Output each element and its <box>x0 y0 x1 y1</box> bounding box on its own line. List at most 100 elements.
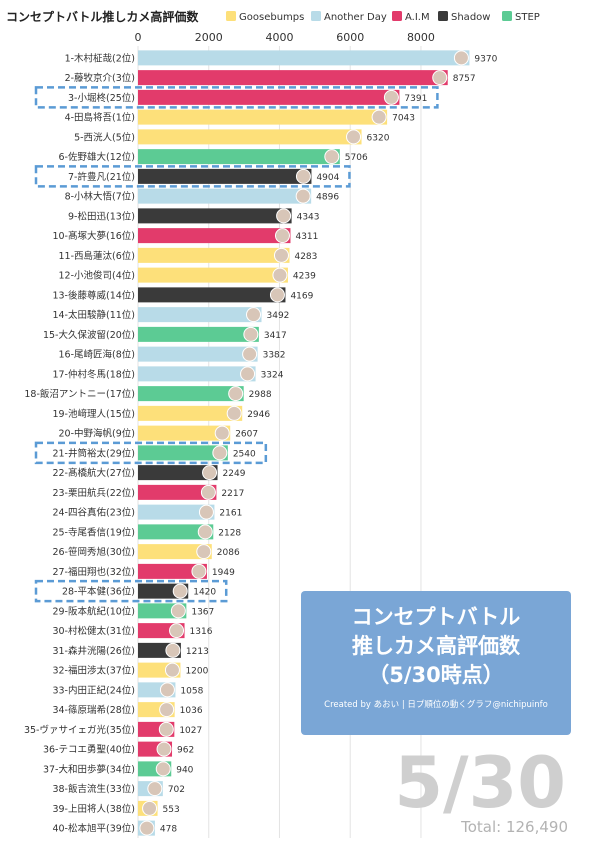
value-label: 3492 <box>267 311 290 321</box>
value-label: 8757 <box>453 74 476 84</box>
category-label: 39-上田将人(38位) <box>52 803 135 815</box>
category-label: 31-森井洸陽(26位) <box>52 645 135 657</box>
bar <box>138 247 290 263</box>
value-label: 1036 <box>180 706 203 716</box>
bar <box>138 89 400 105</box>
bar <box>138 563 207 579</box>
category-label: 16-尾崎匠海(8位) <box>59 349 135 361</box>
category-label: 8-小林大悟(7位) <box>65 191 135 203</box>
value-label: 2946 <box>247 410 270 420</box>
value-label: 4343 <box>297 212 320 222</box>
category-label: 6-佐野雄大(12位) <box>59 151 135 163</box>
value-label: 1420 <box>193 588 216 598</box>
avatar-icon <box>240 366 256 382</box>
category-label: 11-西島蓮汰(6位) <box>59 250 135 262</box>
category-label: 23-栗田航兵(22位) <box>52 487 135 499</box>
legend-swatch <box>392 11 402 21</box>
value-label: 1200 <box>185 667 208 677</box>
x-tick-label: 2000 <box>195 31 223 44</box>
info-box-line1: コンセプトバトル <box>351 605 521 629</box>
category-label: 26-笹岡秀旭(30位) <box>52 546 135 558</box>
category-label: 38-飯吉流生(33位) <box>52 783 135 795</box>
avatar-icon <box>139 820 155 836</box>
category-label: 3-小堀柊(25位) <box>68 92 135 104</box>
avatar-icon <box>155 761 171 777</box>
highlight-box <box>34 441 268 465</box>
value-label: 1316 <box>190 627 213 637</box>
category-label: 36-テコエ勇聖(40位) <box>43 744 135 756</box>
avatar-icon <box>196 544 212 560</box>
value-label: 3324 <box>261 370 284 380</box>
x-tick-label: 6000 <box>336 31 364 44</box>
bar <box>138 405 243 421</box>
highlight-box <box>34 86 439 109</box>
category-label: 17-仲村冬馬(18位) <box>52 368 135 380</box>
category-label: 40-松本旭平(39位) <box>52 823 135 835</box>
bar <box>138 129 362 145</box>
category-label: 32-福田渉太(37位) <box>52 665 135 677</box>
chart-title: コンセプトバトル推しカメ高評価数 <box>6 9 199 24</box>
avatar-icon <box>269 287 285 303</box>
category-label: 13-後藤尊威(14位) <box>52 289 135 301</box>
bar <box>138 188 312 204</box>
avatar-icon <box>273 247 289 263</box>
bar <box>138 70 448 86</box>
avatar-icon <box>272 267 288 283</box>
value-label: 2540 <box>233 449 256 459</box>
avatar-icon <box>228 386 244 402</box>
avatar-icon <box>156 741 172 757</box>
category-label: 34-篠原瑞希(28位) <box>52 704 135 716</box>
info-box-credit: Created by あおい | 日プ順位の動くグラフ@nichipuinfo <box>324 700 548 710</box>
avatar-icon <box>200 484 216 500</box>
category-label: 35-ヴァサイェガ光(35位) <box>24 724 135 736</box>
category-label: 12-小池俊司(4位) <box>59 270 135 282</box>
value-label: 962 <box>177 746 194 756</box>
bar <box>138 366 256 382</box>
avatar-icon <box>170 603 186 619</box>
bar <box>138 386 244 402</box>
x-tick-label: 4000 <box>265 31 293 44</box>
legend-swatch <box>438 11 448 21</box>
category-label: 27-福田翔也(32位) <box>52 566 135 578</box>
avatar-icon <box>191 563 207 579</box>
legend-swatch <box>311 11 321 21</box>
avatar-icon <box>246 307 262 323</box>
category-label: 24-四谷真佑(23位) <box>52 507 135 519</box>
bar <box>138 50 470 66</box>
bar <box>138 504 215 520</box>
legend-swatch <box>502 11 512 21</box>
value-label: 2607 <box>235 430 258 440</box>
value-label: 1949 <box>212 568 235 578</box>
bar <box>138 346 258 362</box>
value-label: 1213 <box>186 647 209 657</box>
value-label: 7391 <box>404 94 427 104</box>
legend-label: Shadow <box>451 12 490 23</box>
avatar-icon <box>159 702 175 718</box>
category-label: 29-阪本航紀(10位) <box>52 605 135 617</box>
avatar-icon <box>242 346 258 362</box>
avatar-icon <box>158 721 174 737</box>
category-label: 14-太田駿静(11位) <box>52 309 135 321</box>
value-label: 2128 <box>218 528 241 538</box>
bar <box>138 109 388 125</box>
avatar-icon <box>453 50 469 66</box>
legend-label: STEP <box>515 12 540 23</box>
bar <box>138 307 262 323</box>
avatar-icon <box>164 662 180 678</box>
avatar-icon <box>276 208 292 224</box>
value-label: 2086 <box>217 548 240 558</box>
avatar-icon <box>212 445 228 461</box>
legend-label: Goosebumps <box>239 12 304 23</box>
bar <box>138 524 214 540</box>
bar <box>138 287 286 303</box>
category-label: 18-飯沼アントニー(17位) <box>24 388 135 400</box>
value-label: 553 <box>163 805 180 815</box>
avatar-icon <box>202 465 218 481</box>
highlight-box <box>34 579 228 603</box>
info-box: コンセプトバトル 推しカメ高評価数 （5/30時点） Created by あお… <box>301 591 571 735</box>
value-label: 4283 <box>294 252 317 262</box>
legend-label: A.I.M <box>405 12 430 23</box>
value-label: 4311 <box>295 232 318 242</box>
bar <box>138 544 212 560</box>
avatar-icon <box>383 89 399 105</box>
